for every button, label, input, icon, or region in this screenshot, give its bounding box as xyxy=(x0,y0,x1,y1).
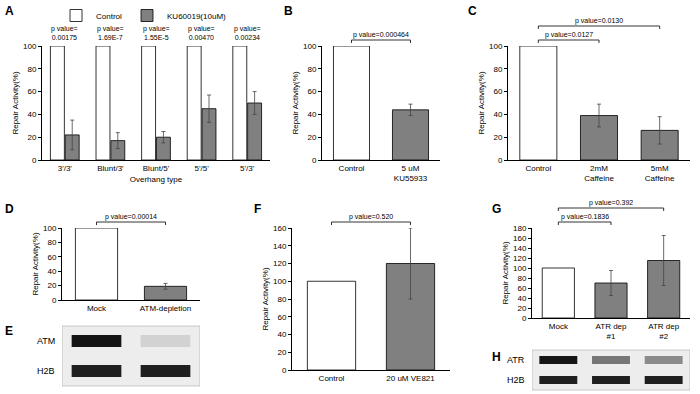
svg-text:80: 80 xyxy=(517,274,526,283)
svg-text:160: 160 xyxy=(513,234,527,243)
svg-text:Blunt/5': Blunt/5' xyxy=(143,164,170,173)
svg-text:120: 120 xyxy=(273,259,287,268)
svg-text:100: 100 xyxy=(273,277,287,286)
svg-text:20: 20 xyxy=(47,281,56,290)
svg-text:60: 60 xyxy=(493,87,502,96)
svg-text:H2B: H2B xyxy=(507,375,525,385)
svg-text:Mock: Mock xyxy=(87,304,107,313)
svg-text:H: H xyxy=(492,350,501,364)
svg-text:2mMCaffeine: 2mMCaffeine xyxy=(584,164,614,183)
svg-text:60: 60 xyxy=(47,253,56,262)
svg-text:60: 60 xyxy=(27,87,36,96)
svg-text:20: 20 xyxy=(307,133,316,142)
svg-text:0: 0 xyxy=(522,314,527,323)
svg-text:3'/3': 3'/3' xyxy=(58,164,73,173)
svg-text:5'/5': 5'/5' xyxy=(195,164,210,173)
svg-text:p value=0.00234: p value=0.00234 xyxy=(234,25,261,41)
svg-text:5'/3': 5'/3' xyxy=(240,164,255,173)
svg-text:p value=0.1836: p value=0.1836 xyxy=(561,213,609,221)
svg-text:80: 80 xyxy=(277,295,286,304)
svg-text:40: 40 xyxy=(27,110,36,119)
svg-text:C: C xyxy=(468,4,477,18)
svg-text:100: 100 xyxy=(43,224,57,233)
svg-text:40: 40 xyxy=(493,110,502,119)
svg-text:Repair Activity(%): Repair Activity(%) xyxy=(31,232,40,295)
svg-text:100: 100 xyxy=(513,264,527,273)
svg-text:20: 20 xyxy=(493,133,502,142)
svg-text:Repair Activity(%): Repair Activity(%) xyxy=(261,267,270,330)
svg-text:60: 60 xyxy=(307,87,316,96)
svg-text:0: 0 xyxy=(32,156,37,165)
svg-text:80: 80 xyxy=(47,238,56,247)
svg-text:Mock: Mock xyxy=(549,322,569,331)
svg-text:20: 20 xyxy=(27,133,36,142)
svg-text:40: 40 xyxy=(307,110,316,119)
svg-text:80: 80 xyxy=(27,65,36,74)
svg-text:60: 60 xyxy=(277,313,286,322)
svg-text:p value=1.69E-7: p value=1.69E-7 xyxy=(97,25,124,41)
svg-text:0: 0 xyxy=(498,156,503,165)
svg-text:G: G xyxy=(492,202,501,216)
svg-text:100: 100 xyxy=(23,42,37,51)
svg-text:20 uM VE821: 20 uM VE821 xyxy=(386,374,435,383)
svg-text:p value=0.0127: p value=0.0127 xyxy=(545,31,593,39)
svg-text:Control: Control xyxy=(96,12,122,21)
svg-text:Blunt/3': Blunt/3' xyxy=(97,164,124,173)
svg-text:ATR dep#2: ATR dep#2 xyxy=(648,322,680,341)
svg-text:ATM-depletion: ATM-depletion xyxy=(140,304,191,313)
svg-text:80: 80 xyxy=(307,65,316,74)
svg-text:B: B xyxy=(284,4,293,18)
svg-text:Repair Activity(%): Repair Activity(%) xyxy=(477,71,486,134)
svg-text:60: 60 xyxy=(517,284,526,293)
svg-text:5mMCaffeine: 5mMCaffeine xyxy=(645,164,675,183)
svg-text:180: 180 xyxy=(513,224,527,233)
svg-text:0: 0 xyxy=(282,366,287,375)
svg-text:KU60019(10uM): KU60019(10uM) xyxy=(167,12,226,21)
svg-text:p value=0.00014: p value=0.00014 xyxy=(105,213,157,221)
svg-text:ATR dep#1: ATR dep#1 xyxy=(596,322,628,341)
svg-text:20: 20 xyxy=(517,304,526,313)
svg-text:ATR: ATR xyxy=(507,355,525,365)
svg-text:Control: Control xyxy=(525,164,551,173)
svg-text:Control: Control xyxy=(339,164,365,173)
svg-text:Repair Activity(%): Repair Activity(%) xyxy=(501,241,510,304)
svg-text:100: 100 xyxy=(489,42,503,51)
svg-text:40: 40 xyxy=(47,267,56,276)
svg-text:E: E xyxy=(5,324,13,338)
svg-text:p value=0.000464: p value=0.000464 xyxy=(353,31,409,39)
svg-text:160: 160 xyxy=(273,224,287,233)
svg-text:F: F xyxy=(254,202,261,216)
svg-text:Repair Activity(%): Repair Activity(%) xyxy=(11,71,20,134)
svg-text:A: A xyxy=(5,4,14,18)
svg-text:p value=0.392: p value=0.392 xyxy=(589,199,633,207)
svg-text:D: D xyxy=(5,202,14,216)
svg-text:40: 40 xyxy=(517,294,526,303)
svg-text:p value=0.520: p value=0.520 xyxy=(349,213,393,221)
svg-text:ATM: ATM xyxy=(37,336,55,346)
svg-text:40: 40 xyxy=(277,330,286,339)
svg-text:0: 0 xyxy=(52,296,57,305)
svg-text:0: 0 xyxy=(312,156,317,165)
svg-text:140: 140 xyxy=(273,242,287,251)
svg-text:Overhang type: Overhang type xyxy=(130,175,183,184)
svg-text:Control: Control xyxy=(319,374,345,383)
svg-text:80: 80 xyxy=(493,65,502,74)
svg-text:140: 140 xyxy=(513,244,527,253)
svg-text:5 uMKU55933: 5 uMKU55933 xyxy=(394,164,428,183)
svg-text:100: 100 xyxy=(303,42,317,51)
svg-text:p value=0.00470: p value=0.00470 xyxy=(188,25,215,41)
svg-text:20: 20 xyxy=(277,348,286,357)
svg-text:p value=0.00175: p value=0.00175 xyxy=(51,25,78,41)
svg-text:120: 120 xyxy=(513,254,527,263)
svg-text:p value=0.0130: p value=0.0130 xyxy=(575,17,623,25)
svg-text:p value=1.55E-5: p value=1.55E-5 xyxy=(143,25,170,41)
svg-text:Repair Activity(%): Repair Activity(%) xyxy=(291,71,300,134)
svg-text:H2B: H2B xyxy=(37,366,55,376)
